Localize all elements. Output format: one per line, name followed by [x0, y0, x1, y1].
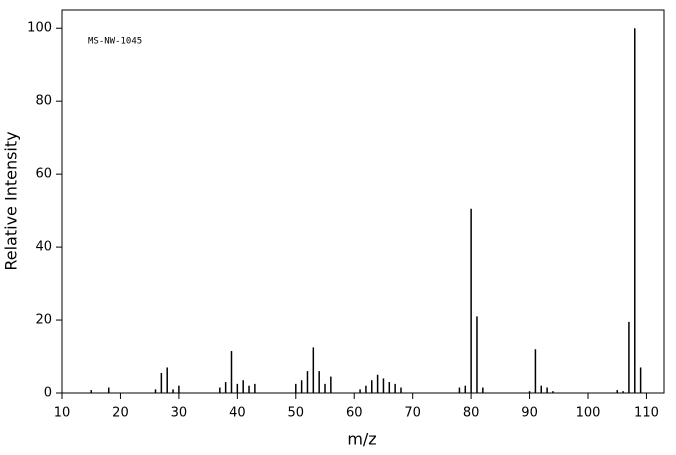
y-tick-label: 80: [35, 94, 52, 109]
y-tick-label: 60: [35, 167, 52, 182]
x-tick-label: 90: [521, 406, 538, 421]
x-tick-label: 40: [229, 406, 246, 421]
x-tick-label: 10: [54, 406, 71, 421]
annotation: MS-NW-1045: [88, 37, 142, 47]
x-tick-label: 50: [288, 406, 305, 421]
x-tick-label: 30: [171, 406, 188, 421]
x-tick-label: 100: [576, 406, 601, 421]
x-tick-label: 80: [463, 406, 480, 421]
x-tick-label: 60: [346, 406, 363, 421]
plot-frame: [61, 9, 665, 394]
y-tick-label: 40: [35, 240, 52, 255]
x-tick-label: 110: [634, 406, 659, 421]
y-tick-label: 20: [35, 313, 52, 328]
y-tick-label: 100: [27, 21, 52, 36]
x-axis-label: m/z: [347, 430, 376, 449]
x-tick-label: 20: [112, 406, 129, 421]
y-tick-label: 0: [44, 386, 52, 401]
x-tick-label: 70: [404, 406, 421, 421]
y-axis-label: Relative Intensity: [2, 131, 21, 270]
